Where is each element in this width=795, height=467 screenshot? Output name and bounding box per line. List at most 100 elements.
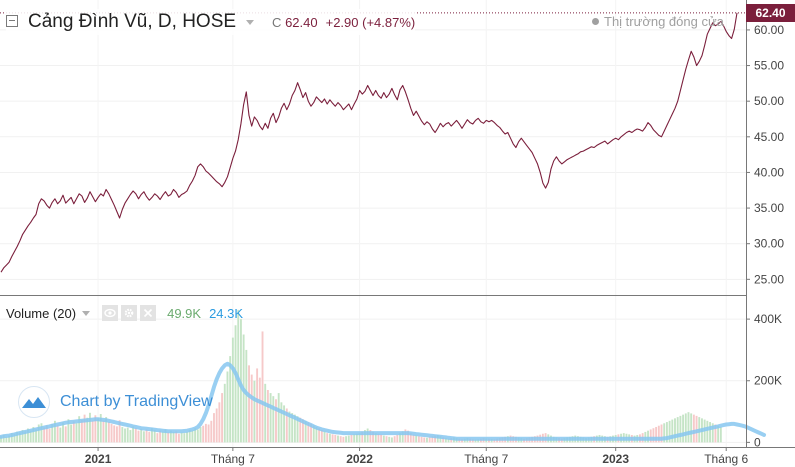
volume-bar — [353, 434, 356, 443]
volume-bar — [674, 418, 676, 443]
volume-bar — [692, 414, 695, 443]
volume-bar — [172, 431, 175, 443]
volume-bar — [415, 435, 418, 443]
volume-bar — [183, 433, 186, 443]
volume-bar — [326, 433, 329, 443]
volume-bar — [304, 420, 307, 443]
volume-bar — [21, 430, 24, 443]
volume-bar — [283, 405, 286, 443]
volume-bar — [250, 374, 253, 443]
volume-bar — [218, 402, 221, 443]
volume-bar — [307, 422, 310, 443]
gear-icon[interactable] — [121, 305, 138, 321]
volume-bar — [312, 425, 315, 443]
collapse-icon[interactable] — [6, 15, 18, 27]
tradingview-watermark[interactable]: Chart by TradingView — [16, 386, 213, 418]
volume-bar — [328, 433, 331, 443]
price-line-layer — [0, 12, 746, 273]
volume-bar — [471, 439, 474, 443]
volume-bar — [97, 418, 99, 443]
volume-bar — [35, 429, 37, 443]
time-tick-label: 2021 — [85, 452, 112, 466]
volume-bar — [140, 428, 143, 443]
volume-bar — [27, 428, 29, 443]
volume-bar — [428, 436, 431, 443]
volume-bar — [161, 431, 164, 443]
volume-bar — [175, 431, 178, 443]
volume-bar — [377, 433, 380, 443]
price-tick-label: 55.00 — [754, 59, 784, 73]
price-tick-label: 30.00 — [754, 237, 784, 251]
volume-bar — [404, 429, 407, 443]
volume-bar — [275, 399, 277, 443]
volume-bar — [153, 430, 156, 443]
volume-bar — [396, 434, 399, 443]
eye-icon[interactable] — [102, 305, 119, 321]
volume-bar — [75, 423, 78, 443]
price-grid — [0, 0, 746, 295]
volume-bar — [315, 426, 318, 443]
volume-bar — [124, 428, 126, 443]
volume-title[interactable]: Volume (20) — [6, 305, 77, 321]
volume-bar — [221, 393, 224, 443]
volume-bar — [229, 356, 232, 443]
volume-bar — [663, 423, 666, 443]
symbol-title[interactable]: Cảng Đình Vũ, D, HOSE — [28, 11, 237, 32]
volume-bar — [380, 434, 383, 443]
volume-bar — [280, 402, 283, 443]
volume-bar — [695, 415, 698, 443]
close-label: C — [272, 14, 282, 30]
volume-bar — [48, 428, 51, 443]
volume-bar — [323, 431, 326, 443]
chevron-down-icon[interactable] — [246, 19, 255, 25]
volume-bar — [5, 436, 8, 443]
volume-bar — [253, 380, 256, 443]
volume-bar — [657, 425, 660, 443]
volume-bar — [91, 420, 94, 443]
chevron-down-icon[interactable] — [82, 310, 91, 316]
close-icon[interactable] — [140, 305, 157, 321]
legend-header: Cảng Đình Vũ, D, HOSE C 62.40 +2.90 (+4.… — [6, 9, 416, 35]
volume-bar — [99, 414, 102, 443]
volume-bar — [647, 430, 649, 443]
volume-bar — [426, 437, 428, 443]
volume-bar — [266, 389, 269, 443]
volume-bar — [83, 414, 86, 443]
volume-bar — [234, 325, 237, 443]
price-tick-label: 45.00 — [754, 130, 784, 144]
volume-value: 49.9K — [167, 305, 202, 321]
volume-bar — [412, 434, 415, 443]
volume-bar — [94, 415, 97, 443]
status-dot-icon — [592, 18, 599, 25]
volume-legend: Volume (20) 49.9K 24.3K — [6, 304, 243, 322]
price-tick-label: 50.00 — [754, 94, 784, 108]
volume-bar — [719, 427, 722, 443]
volume-bar — [399, 433, 401, 443]
volume-bar — [245, 349, 248, 443]
volume-bar — [115, 426, 118, 443]
volume-bar — [668, 420, 671, 443]
volume-bar — [331, 434, 334, 443]
volume-ma-value: 24.3K — [209, 305, 244, 321]
volume-bar — [196, 429, 199, 443]
volume-bar — [296, 416, 299, 443]
volume-bar — [310, 423, 312, 443]
volume-bar — [191, 430, 194, 443]
volume-bar — [51, 423, 54, 443]
volume-bar — [10, 433, 13, 443]
volume-bar — [145, 429, 148, 443]
volume-bar — [118, 420, 121, 443]
volume-bar — [420, 436, 423, 443]
volume-bar — [385, 436, 388, 443]
volume-bar — [40, 423, 43, 443]
volume-bar — [493, 439, 496, 443]
time-tick-label: 2023 — [602, 452, 629, 466]
volume-bar — [159, 430, 162, 443]
volume-bar — [53, 420, 56, 443]
volume-bar — [649, 429, 652, 443]
watermark-text: Chart by TradingView — [60, 393, 213, 410]
volume-bar — [199, 426, 202, 443]
volume-bar — [67, 419, 70, 443]
volume-bar — [264, 383, 267, 443]
